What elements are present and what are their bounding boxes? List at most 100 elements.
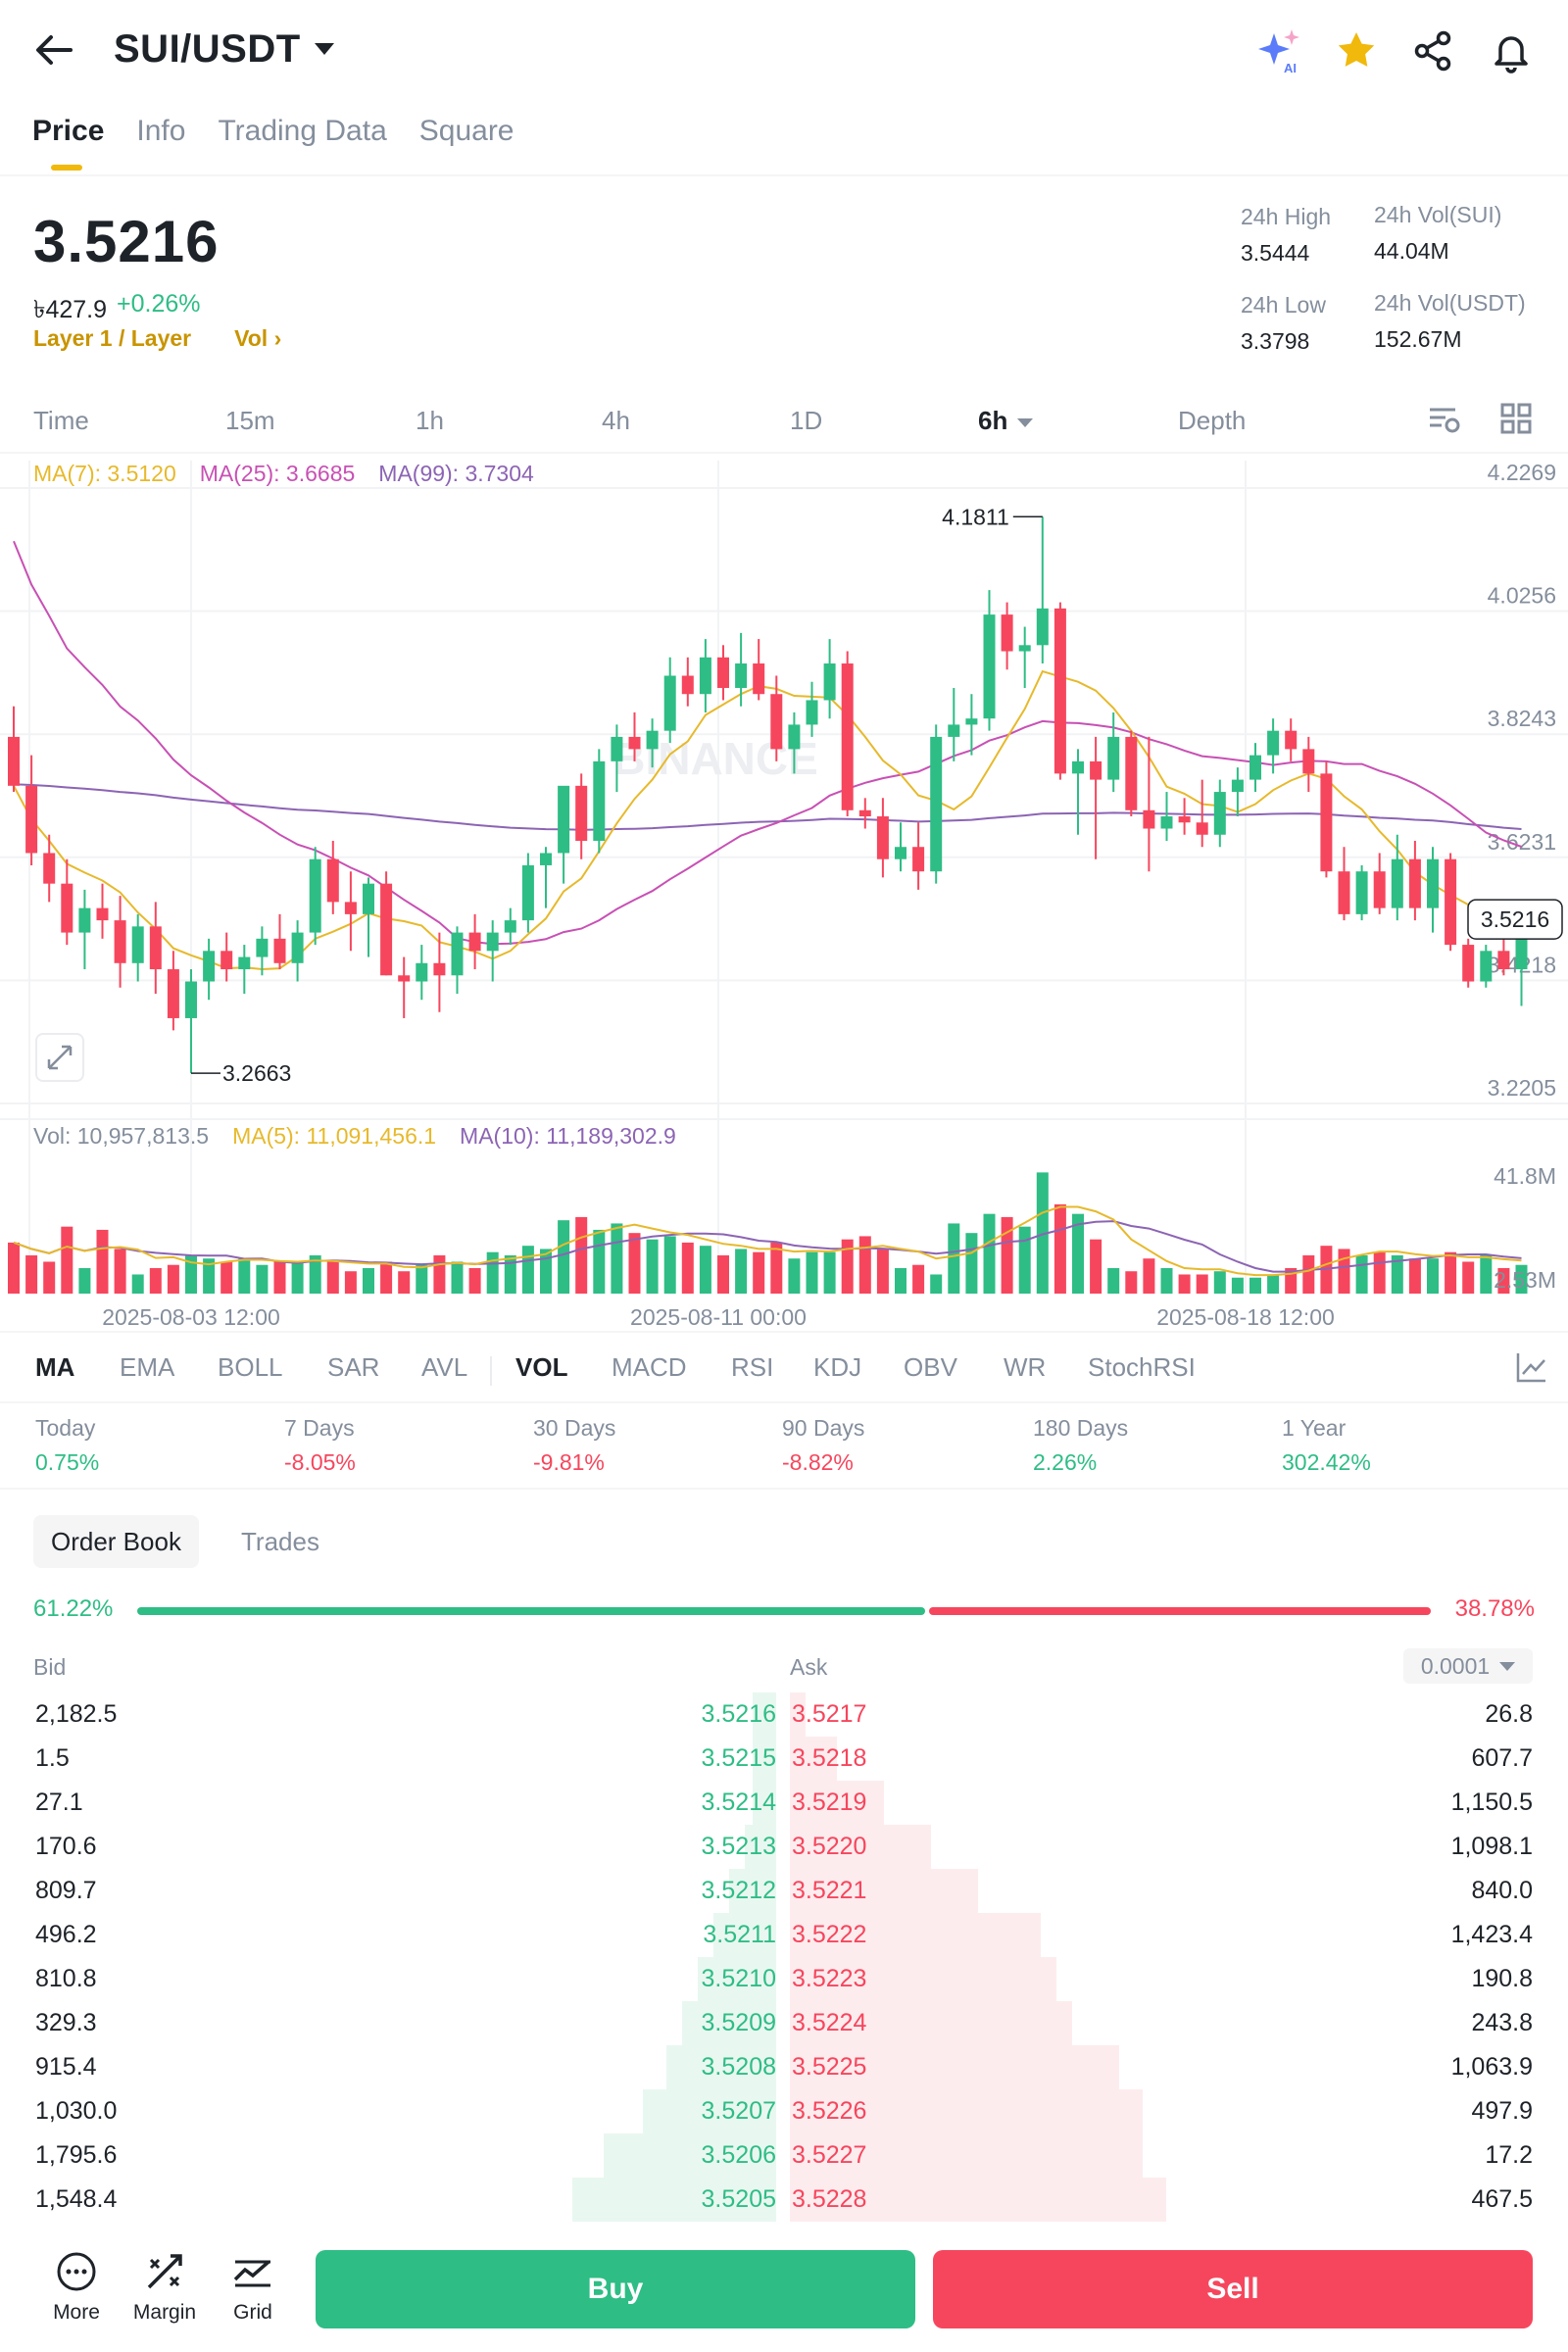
stat-value: 44.04M [1374, 238, 1449, 264]
volume-bar [398, 1271, 411, 1294]
bell-icon[interactable] [1486, 25, 1537, 76]
indicator-macd[interactable]: MACD [612, 1352, 687, 1382]
tab-order-book[interactable]: Order Book [33, 1515, 199, 1568]
tab-info[interactable]: Info [136, 115, 186, 147]
volume-bar [433, 1254, 446, 1294]
tab-trading-data[interactable]: Trading Data [218, 115, 387, 147]
candle-body [1285, 730, 1298, 750]
bid-depth-bar [682, 2001, 776, 2045]
price-axis-tick: 3.2205 [1488, 1075, 1556, 1101]
indicator-stochrsi[interactable]: StochRSI [1088, 1352, 1196, 1382]
indicator-rsi[interactable]: RSI [731, 1352, 774, 1382]
volume-bar [131, 1274, 144, 1294]
category-tag[interactable]: Layer 1 / Layer [33, 325, 192, 351]
volume-bar [1338, 1249, 1350, 1294]
volume-bar [1090, 1239, 1102, 1294]
more-label: More [53, 2301, 100, 2324]
candle-body [1480, 951, 1493, 982]
interval-1h[interactable]: 1h [416, 406, 444, 435]
interval-6h[interactable]: 6h [978, 406, 1034, 436]
star-favorite-icon[interactable] [1331, 25, 1382, 76]
share-icon[interactable] [1407, 25, 1458, 76]
sell-button[interactable]: Sell [933, 2250, 1533, 2328]
order-book-row[interactable]: 170.6 3.5213 3.5220 1,098.1 [0, 1825, 1568, 1869]
ask-depth-bar [790, 2001, 1072, 2045]
grid-button[interactable]: Grid [214, 2250, 292, 2325]
volume-bar [1427, 1258, 1439, 1294]
buy-button[interactable]: Buy [316, 2250, 915, 2328]
bid-price: 3.5208 [701, 2053, 776, 2081]
expand-chart-icon[interactable] [35, 1033, 84, 1082]
indicator-vol[interactable]: VOL [515, 1352, 568, 1382]
ask-quantity: 190.8 [1471, 1965, 1533, 1992]
order-book-row[interactable]: 915.4 3.5208 3.5225 1,063.9 [0, 2045, 1568, 2089]
interval-time[interactable]: Time [33, 406, 89, 435]
volume-bar [823, 1251, 836, 1294]
volume-bar [1462, 1261, 1475, 1294]
indicator-boll[interactable]: BOLL [218, 1352, 283, 1382]
stat-label: 24h Low [1241, 292, 1326, 318]
order-book-row[interactable]: 810.8 3.5210 3.5223 190.8 [0, 1957, 1568, 2001]
tab-trades[interactable]: Trades [241, 1527, 319, 1556]
candle-body [451, 932, 464, 976]
back-arrow-icon[interactable] [31, 27, 80, 73]
order-book-row[interactable]: 1,795.6 3.5206 3.5227 17.2 [0, 2133, 1568, 2178]
candle-body [575, 785, 588, 841]
candle-body [930, 736, 943, 872]
bid-quantity: 915.4 [35, 2053, 97, 2081]
ai-sparkle-icon[interactable]: AI [1254, 25, 1305, 76]
indicator-divider [0, 1401, 1568, 1403]
indicator-avl[interactable]: AVL [421, 1352, 468, 1382]
ask-price: 3.5225 [792, 2053, 867, 2081]
indicator-settings-icon[interactable] [1515, 1350, 1548, 1391]
volume-bar [1355, 1254, 1368, 1294]
volume-bar [1408, 1258, 1421, 1294]
tab-square[interactable]: Square [418, 115, 514, 147]
order-book-row[interactable]: 1.5 3.5215 3.5218 607.7 [0, 1737, 1568, 1781]
candle-body [1090, 760, 1102, 780]
high-marker-label: 4.1811 [942, 504, 1009, 529]
interval-15m[interactable]: 15m [225, 406, 275, 435]
order-book-row[interactable]: 27.1 3.5214 3.5219 1,150.5 [0, 1781, 1568, 1825]
order-book-row[interactable]: 329.3 3.5209 3.5224 243.8 [0, 2001, 1568, 2045]
order-book-row[interactable]: 2,182.5 3.5216 3.5217 26.8 [0, 1692, 1568, 1737]
interval-bar: Time 15m 1h 4h 1D 6h Depth [0, 392, 1568, 451]
volume-bar [1178, 1274, 1191, 1294]
indicator-ma[interactable]: MA [35, 1352, 75, 1382]
perf-value: 0.75% [35, 1449, 100, 1475]
candle-body [1373, 871, 1386, 908]
interval-1d[interactable]: 1D [790, 406, 823, 435]
order-book-row[interactable]: 809.7 3.5212 3.5221 840.0 [0, 1869, 1568, 1913]
tab-price[interactable]: Price [0, 106, 104, 174]
candle-body [468, 932, 481, 952]
interval-depth[interactable]: Depth [1178, 406, 1247, 435]
order-book-row[interactable]: 1,030.0 3.5207 3.5226 497.9 [0, 2089, 1568, 2133]
bid-quantity: 1.5 [35, 1744, 70, 1772]
pair-selector[interactable]: SUI/USDT [114, 22, 334, 76]
price-chart[interactable]: 4.22694.02563.82433.62313.42183.2205BINA… [0, 453, 1568, 1335]
bid-price: 3.5216 [701, 1700, 776, 1728]
order-book-row[interactable]: 1,548.4 3.5205 3.5228 467.5 [0, 2178, 1568, 2222]
interval-4h[interactable]: 4h [602, 406, 630, 435]
order-book-row[interactable]: 496.2 3.5211 3.5222 1,423.4 [0, 1913, 1568, 1957]
precision-selector[interactable]: 0.0001 [1403, 1648, 1533, 1684]
volume-bar [203, 1258, 216, 1294]
candle-body [841, 663, 854, 810]
candle-body [114, 920, 126, 963]
indicator-ema[interactable]: EMA [120, 1352, 175, 1382]
indicator-obv[interactable]: OBV [904, 1352, 957, 1382]
candle-body [558, 785, 570, 854]
candle-body [416, 962, 428, 982]
volume-bar [1302, 1254, 1315, 1294]
volume-ma5-line [13, 1205, 1522, 1277]
more-button[interactable]: More [37, 2250, 116, 2325]
layout-grid-icon[interactable] [1499, 402, 1533, 442]
chart-settings-icon[interactable] [1427, 402, 1462, 444]
tag-line: Layer 1 / Layer Vol › [33, 325, 281, 352]
vol-link[interactable]: Vol › [234, 325, 282, 351]
indicator-wr[interactable]: WR [1004, 1352, 1047, 1382]
ratio-bar-bid [137, 1607, 925, 1615]
indicator-sar[interactable]: SAR [327, 1352, 380, 1382]
indicator-kdj[interactable]: KDJ [813, 1352, 862, 1382]
margin-button[interactable]: Margin [125, 2250, 204, 2325]
